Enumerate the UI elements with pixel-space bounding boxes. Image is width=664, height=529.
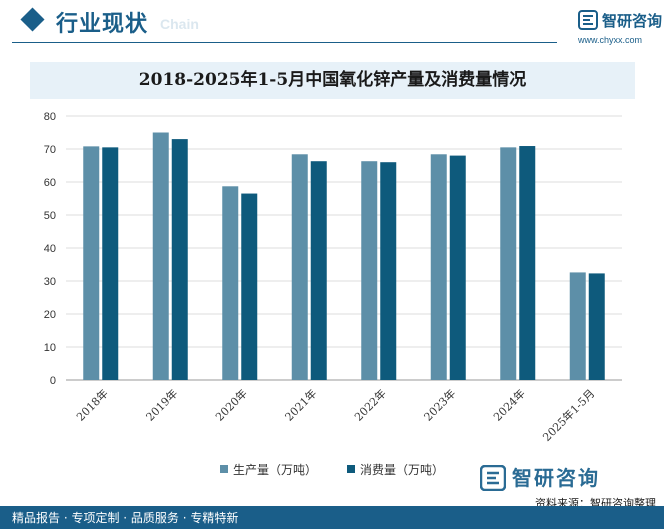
bar: [430, 154, 447, 380]
x-tick-label: 2023年: [421, 386, 458, 423]
chart-title-band: 2018-2025年1-5月中国氧化锌产量及消费量情况: [30, 62, 635, 99]
y-tick-label: 10: [44, 342, 56, 354]
bar: [102, 147, 119, 380]
chart-legend: 生产量（万吨） 消费量（万吨）: [0, 460, 664, 478]
bar: [310, 161, 327, 380]
brand-name: 智研咨询: [602, 12, 663, 30]
brand-url: www.chyxx.com: [578, 35, 643, 45]
legend-item-consumption: 消费量（万吨）: [347, 460, 444, 478]
section-title: 行业现状: [56, 12, 149, 37]
bar: [171, 139, 188, 380]
legend-item-production: 生产量（万吨）: [219, 460, 317, 478]
x-tick-label: 2021年: [282, 386, 319, 423]
footer-services: 精品报告 · 专项定制 · 品质服务 · 专精特新: [12, 511, 239, 525]
legend-label-consumption: 消费量（万吨）: [360, 462, 445, 477]
bar: [83, 146, 100, 380]
legend-label-production: 生产量（万吨）: [232, 462, 317, 477]
bar: [569, 272, 586, 380]
chart-title: 2018-2025年1-5月中国氧化锌产量及消费量情况: [138, 70, 527, 90]
footer-bar: 精品报告 · 专项定制 · 品质服务 · 专精特新: [0, 506, 664, 529]
y-tick-label: 60: [44, 177, 56, 189]
page-header: 行业现状 Chain 智研咨询 www.chyxx.com: [0, 0, 664, 46]
x-tick-label: 2022年: [351, 386, 388, 423]
header-divider: [12, 42, 557, 43]
footer-logo-icon: [480, 465, 506, 491]
x-tick-label: 2025年1-5月: [540, 386, 598, 444]
bar-chart: 0 10 20 30 40 50 60 70 80 2018年 2019年 2020年 2021年 202…: [44, 111, 622, 444]
brand-logo-icon: [578, 10, 598, 30]
bar: [291, 154, 308, 380]
x-tick-label: 2019年: [143, 386, 180, 423]
bar: [449, 155, 466, 380]
bar: [241, 193, 258, 380]
footer-brand-name: 智研咨询: [512, 466, 600, 490]
legend-swatch-consumption: [347, 465, 355, 473]
y-tick-label: 0: [50, 375, 56, 387]
bar: [519, 146, 536, 380]
y-tick-label: 80: [44, 111, 56, 123]
x-tick-label: 2024年: [490, 386, 527, 423]
x-tick-label: 2018年: [73, 386, 110, 423]
legend-swatch-production: [219, 465, 228, 473]
bar: [152, 132, 169, 380]
bar: [222, 186, 239, 380]
x-tick-label: 2020年: [212, 386, 249, 423]
y-tick-label: 70: [44, 144, 56, 156]
bar: [361, 161, 378, 380]
section-subtitle: Chain: [160, 16, 199, 32]
bar: [588, 273, 605, 380]
y-tick-label: 20: [44, 309, 56, 321]
y-tick-label: 50: [44, 210, 56, 222]
bar: [380, 162, 397, 380]
y-tick-label: 30: [44, 276, 56, 288]
bar: [500, 147, 517, 380]
y-tick-label: 40: [44, 243, 56, 255]
